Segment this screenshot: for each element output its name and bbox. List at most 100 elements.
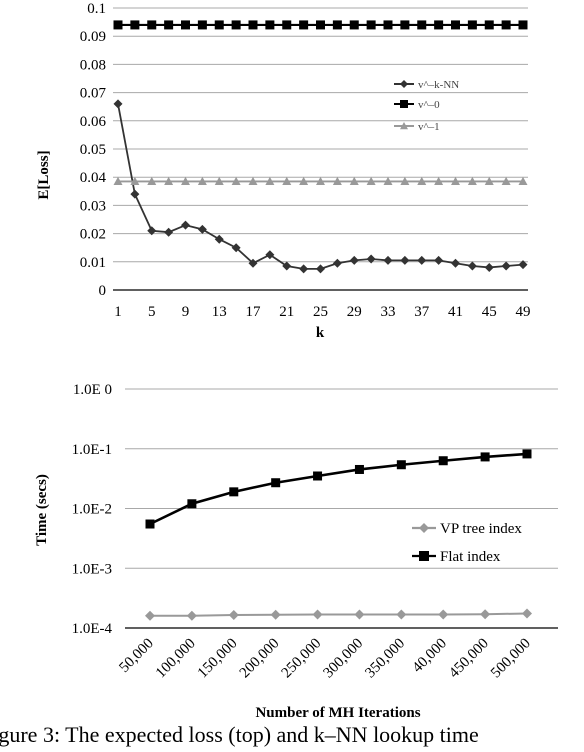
chart1-data-point [417,255,427,265]
chart1-x-tick-label: 21 [279,304,294,320]
chart2-x-axis-title: Number of MH Iterations [255,705,420,721]
chart1-data-point [484,262,494,272]
chart2-data-point [522,449,532,459]
chart1-y-tick-label: 0.1 [87,1,106,17]
chart1-y-tick-label: 0.03 [80,198,106,214]
chart1-data-point [501,176,511,186]
chart1-y-tick-label: 0.05 [80,142,106,158]
chart1-data-point [113,176,123,186]
chart1-data-point [299,176,309,186]
chart1-x-tick-label: 25 [313,304,328,320]
chart2-data-point [396,460,406,470]
chart1-data-point [299,264,309,274]
chart1-data-point [349,255,359,265]
chart2-data-point [186,610,197,621]
chart1-data-point [316,176,325,186]
chart1-y-axis-title: E[Loss] [36,150,52,199]
chart2-data-point [228,610,239,621]
chart2-legend-label: VP tree index [440,521,522,537]
chart2-data-point [312,609,323,620]
chart1-legend-marker [400,80,408,88]
chart1-data-point [265,176,275,186]
chart1-data-point [383,176,393,186]
chart1-data-point [231,176,241,186]
chart1-data-point [316,20,325,30]
chart1-x-tick-label: 17 [246,304,262,320]
chart2-data-point [438,609,449,620]
chart1-x-tick-label: 45 [482,304,497,320]
chart1-y-tick-labels: 0 0.01 0.02 0.03 0.04 0.05 0.06 0.07 0.08 0.09 0.1 [80,1,107,299]
chart1-x-tick-label: 9 [182,304,190,320]
chart1-x-tick-label: 49 [516,304,531,320]
chart1-data-point [467,261,477,271]
chart1-data-point [518,176,528,186]
chart1-data-point [181,220,190,230]
chart2-data-point [271,478,281,488]
chart1-data-point [518,20,528,30]
chart1-y-tick-label: 0.04 [80,170,107,186]
chart1-legend-marker [400,100,408,108]
chart1-data-point [164,227,174,237]
chart1-data-point [248,176,258,186]
chart2-x-tick-label: 150,000 [195,636,241,682]
chart1-data-point [332,20,342,30]
chart1-data-point [400,20,410,30]
chart1-data-point [451,20,460,30]
chart1-data-point [214,20,224,30]
chart1-data-point [434,255,444,265]
chart2-x-tick-label: 40,000 [410,636,450,676]
chart1-data-point [282,176,292,186]
expected-loss-chart: 0 0.01 0.02 0.03 0.04 0.05 0.06 0.07 0.08 0.09 0.1… [36,1,531,341]
chart2-data-point [354,464,364,474]
chart2-x-tick-label: 50,000 [116,636,156,676]
chart2-legend-marker [419,523,429,533]
chart1-data-point [130,20,140,30]
chart1-x-tick-label: 1 [114,304,122,320]
chart1-series-2 [113,176,528,186]
chart1-data-point [417,176,427,186]
chart1-data-point [467,20,477,30]
chart2-y-tick-label: 1.0E 0 [73,382,112,398]
chart1-data-point [451,258,460,268]
chart1-legend-marker [400,122,408,130]
chart2-data-point [145,519,155,529]
chart1-x-tick-label: 41 [448,304,463,320]
chart2-legend: VP tree index Flat index [412,521,522,565]
chart1-data-point [147,20,157,30]
chart1-y-tick-label: 0 [99,283,107,299]
chart2-series [145,449,532,621]
chart2-data-point [229,487,239,497]
chart1-data-point [231,243,241,253]
chart1-y-tick-label: 0.01 [80,255,106,271]
chart2-x-tick-label: 250,000 [279,636,325,682]
chart1-x-tick-label: 13 [212,304,227,320]
chart1-data-point [282,20,292,30]
chart1-data-point [366,176,376,186]
chart2-x-tick-label: 300,000 [320,636,366,682]
chart1-data-point [231,20,241,30]
chart1-data-point [332,176,342,186]
chart1-data-point [501,20,511,30]
chart1-series [113,20,528,274]
chart1-x-tick-label: 29 [347,304,362,320]
chart1-series-0 [113,99,528,274]
chart1-data-point [518,260,528,270]
chart1-data-point [383,255,393,265]
chart2-x-tick-labels: 50,000100,000150,000200,000250,000300,00… [116,636,533,682]
chart1-data-point [181,20,190,30]
chart1-data-point [113,20,123,30]
chart1-legend-label: v^–k-NN [418,79,459,91]
chart2-data-point [480,452,490,462]
chart2-data-point [354,609,365,620]
chart1-x-tick-label: 37 [414,304,430,320]
chart1-y-tick-label: 0.06 [80,114,107,130]
chart2-x-tick-label: 200,000 [237,636,283,682]
chart1-data-point [484,20,494,30]
chart1-x-tick-label: 33 [381,304,396,320]
chart1-series-1 [113,20,528,30]
chart1-data-point [197,176,207,186]
chart2-series-1 [145,449,532,529]
chart1-data-point [467,176,477,186]
chart1-data-point [316,264,325,274]
chart2-legend-marker [419,551,429,561]
